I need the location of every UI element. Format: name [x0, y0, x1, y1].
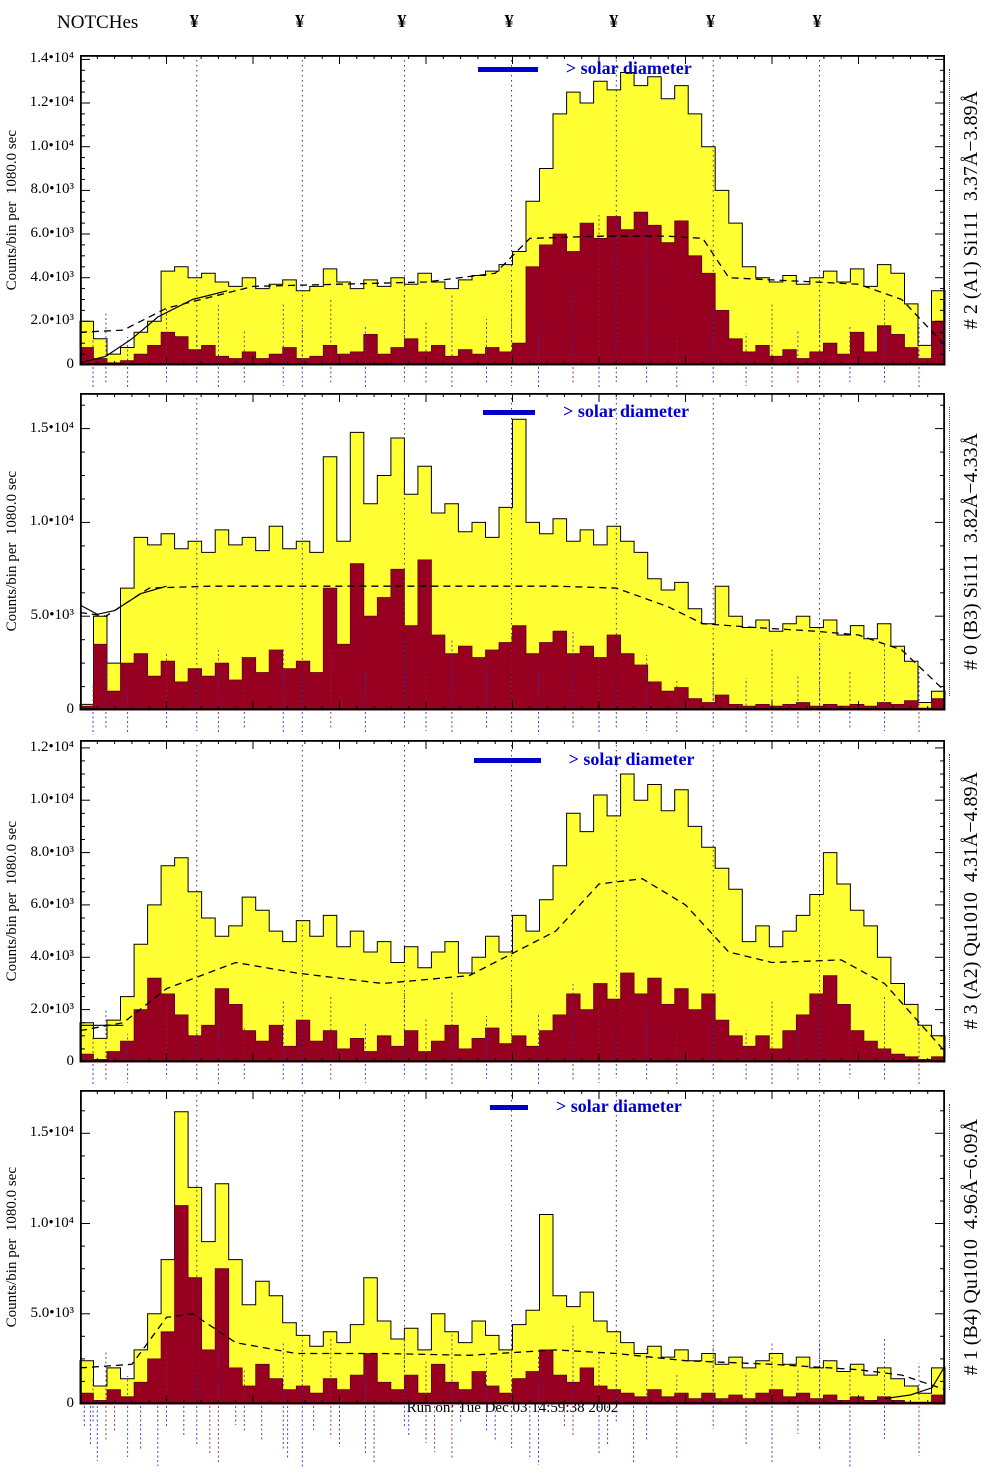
panel-right-label-wrap: # 1 (B4) Qu1010 4.96Å−6.09Å: [954, 1090, 988, 1404]
notch-marker: ¥: [397, 11, 407, 31]
y-tick-label: 1.0•10⁴: [29, 1214, 74, 1231]
panel-si111-3p37-3p89: Counts/bin per 1080.0 sec # 2 (A1) Si111…: [0, 50, 1004, 372]
trend-dashed: [79, 585, 946, 692]
right-margin-annotations: [949, 1104, 950, 1390]
y-tick-label: 1.5•10⁴: [29, 419, 74, 436]
panel-right-label: # 0 (B3) Si111 3.82Å−4.33Å: [959, 432, 982, 671]
histogram-plot: [79, 392, 946, 711]
y-tick-label: 1.0•10⁴: [29, 791, 74, 808]
histogram-plot: [79, 54, 946, 366]
histogram-total: [79, 418, 946, 711]
y-tick-label: 8.0•10³: [30, 181, 75, 198]
trend-dashed: [79, 1313, 946, 1391]
notch-marker: ¥: [189, 11, 199, 31]
histogram-background: [79, 972, 946, 1063]
trend-solid: [79, 290, 228, 364]
solar-diameter-bar: [473, 758, 541, 763]
annotation-strip: [92, 1064, 920, 1085]
panel-si111-3p82-4p33: Counts/bin per 1080.0 sec # 0 (B3) Si111…: [0, 392, 1004, 717]
panel-right-label: # 2 (A1) Si111 3.37Å−3.89Å: [959, 90, 982, 330]
solar-diameter-bar: [490, 1105, 528, 1110]
panel-right-label: # 1 (B4) Qu1010 4.96Å−6.09Å: [959, 1118, 982, 1376]
y-tick-label: 6.0•10³: [30, 895, 75, 912]
solar-diameter-label: > solar diameter: [568, 749, 695, 769]
notch-marker: ¥: [504, 11, 514, 31]
y-tick-label: 4.0•10³: [30, 948, 75, 965]
y-tick-label: 1.0•10⁴: [29, 137, 74, 154]
trend-dashed: [79, 878, 946, 1052]
solar-diameter-label: > solar diameter: [563, 401, 689, 421]
y-tick-label: 5.0•10³: [30, 1304, 75, 1321]
y-tick-label: 1.4•10⁴: [29, 50, 74, 67]
y-tick-label: 1.2•10⁴: [29, 738, 74, 755]
run-timestamp: Run on: Tue Dec 03 14:59:38 2002: [406, 1400, 619, 1416]
y-tick-label: 4.0•10³: [30, 268, 75, 285]
notch-marker: ¥: [706, 11, 716, 31]
solar-diameter-label: > solar diameter: [556, 1096, 682, 1116]
histogram-total: [79, 773, 946, 1063]
solar-diameter-bar: [477, 67, 538, 72]
histogram-total: [79, 72, 946, 366]
histogram-background: [79, 211, 946, 366]
panel-qu1010-4p31-4p89: Counts/bin per 1080.0 sec # 3 (A2) Qu101…: [0, 738, 1004, 1069]
right-margin-annotations: [949, 407, 950, 696]
y-tick-label: 6.0•10³: [30, 225, 75, 241]
histogram-background: [79, 559, 946, 711]
notch-marker: ¥: [609, 11, 619, 31]
annotation-strip: [92, 712, 920, 735]
panel-right-label: # 3 (A2) Qu1010 4.31Å−4.89Å: [959, 772, 982, 1030]
right-margin-annotations: [949, 69, 950, 351]
histogram-plot: [79, 1089, 946, 1405]
trend-dashed: [79, 235, 946, 346]
y-tick-label: 5.0•10³: [30, 607, 75, 624]
histogram-total: [79, 1111, 946, 1405]
y-tick-label: 0: [66, 1053, 75, 1069]
panel-right-label-wrap: # 2 (A1) Si111 3.37Å−3.89Å: [954, 55, 988, 365]
y-tick-label: 1.2•10⁴: [29, 94, 74, 111]
notch-marker: ¥: [295, 11, 305, 31]
solar-diameter-bar: [483, 410, 536, 415]
y-tick-label: 8.0•10³: [30, 843, 75, 860]
y-tick-label: 2.0•10³: [30, 1000, 75, 1017]
notch-marker: ¥: [812, 11, 822, 31]
panel-right-label-wrap: # 0 (B3) Si111 3.82Å−4.33Å: [954, 393, 988, 710]
panel-right-label-wrap: # 3 (A2) Qu1010 4.31Å−4.89Å: [954, 740, 988, 1062]
histogram-plot: [79, 739, 946, 1063]
y-tick-label: 1.5•10⁴: [29, 1124, 74, 1141]
annotation-strip: [92, 367, 920, 389]
annotation-strip: [83, 1406, 920, 1468]
solar-diameter-label: > solar diameter: [565, 58, 692, 78]
y-axis-title-wrap: Counts/bin per 1080.0 sec: [2, 393, 22, 710]
trend-solid: [884, 1365, 946, 1400]
y-axis-title: Counts/bin per 1080.0 sec: [3, 1166, 20, 1328]
y-tick-label: 0: [66, 356, 75, 372]
y-tick-label: 0: [66, 701, 75, 717]
notches-title: NOTCHes: [57, 12, 139, 33]
y-tick-label: 0: [66, 1395, 75, 1411]
y-tick-label: 1.0•10⁴: [29, 513, 74, 530]
panel-qu1010-4p96-6p09: Counts/bin per 1080.0 sec # 1 (B4) Qu101…: [0, 1089, 1004, 1411]
y-tick-label: 2.0•10³: [30, 312, 75, 329]
right-margin-annotations: [949, 754, 950, 1048]
